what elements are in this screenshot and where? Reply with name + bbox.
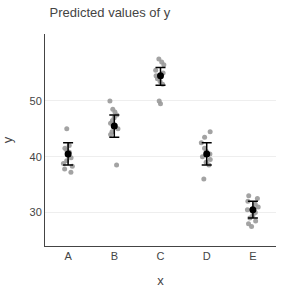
svg-text:30: 30 (30, 206, 42, 218)
svg-text:x: x (157, 273, 164, 288)
svg-text:D: D (203, 250, 211, 262)
svg-text:C: C (157, 250, 165, 262)
svg-text:40: 40 (30, 151, 42, 163)
svg-text:B: B (111, 250, 118, 262)
svg-text:50: 50 (30, 95, 42, 107)
svg-text:Predicted values of y: Predicted values of y (50, 5, 171, 20)
svg-text:y: y (0, 136, 15, 143)
svg-text:A: A (64, 250, 72, 262)
svg-text:E: E (249, 250, 256, 262)
